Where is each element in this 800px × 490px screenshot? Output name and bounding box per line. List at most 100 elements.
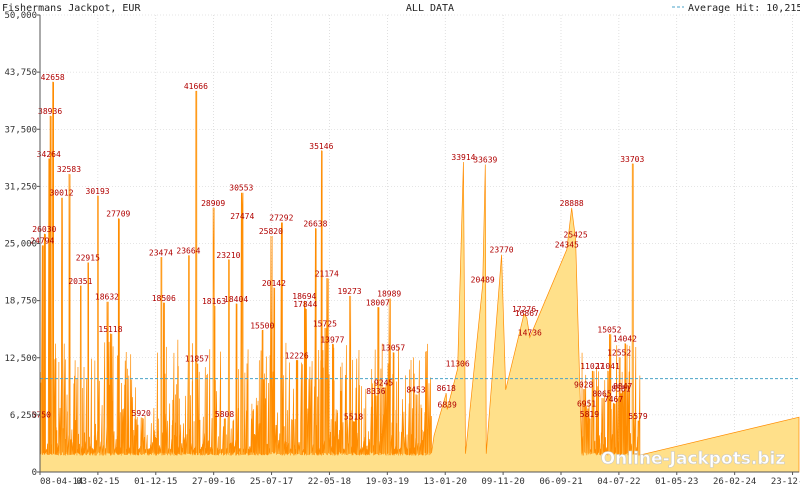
x-tick-label: 25-07-17 — [250, 477, 293, 487]
x-tick-label: 08-04-14 — [40, 477, 83, 487]
x-tick-label: 01-12-15 — [134, 477, 177, 487]
peak-label: 33914 — [451, 153, 475, 162]
y-tick-label: 50,000 — [4, 11, 37, 21]
legend-average-label: Average Hit: 10,215 — [688, 3, 800, 14]
peak-label: 33703 — [620, 155, 644, 164]
peak-label: 12552 — [607, 348, 631, 357]
peak-label: 28909 — [201, 199, 225, 208]
x-tick-label: 27-09-16 — [192, 477, 235, 487]
peak-label: 5750 — [32, 410, 51, 419]
peak-label: 25425 — [564, 231, 588, 240]
peak-label: 17844 — [293, 300, 317, 309]
peak-label: 5579 — [628, 412, 647, 421]
peak-label: 18989 — [377, 289, 401, 298]
peak-label: 15118 — [98, 325, 122, 334]
peak-label: 23664 — [176, 247, 200, 256]
peak-label: 23770 — [490, 246, 514, 255]
peak-label: 30553 — [229, 184, 253, 193]
peak-label: 22915 — [76, 254, 100, 263]
peak-label: 9245 — [374, 379, 393, 388]
peak-label: 33639 — [473, 156, 497, 165]
peak-label: 20489 — [471, 276, 495, 285]
y-tick-labels: 0 6,250 12,500 18,750 25,000 31,250 37,500 43,7… — [4, 11, 40, 478]
peak-label: 21174 — [315, 269, 339, 278]
peak-label: 30012 — [49, 189, 73, 198]
peak-label: 26638 — [303, 220, 327, 229]
x-tick-label: 23-12-24 — [771, 477, 800, 487]
peak-label: 18694 — [292, 292, 316, 301]
y-tick-label: 12,500 — [4, 354, 37, 364]
peak-label: 26030 — [32, 225, 56, 234]
jackpot-area-stroke — [39, 81, 800, 473]
peak-label: 28888 — [560, 199, 584, 208]
peak-label: 12226 — [285, 351, 309, 360]
peak-label: 23210 — [216, 251, 240, 260]
x-tick-label: 19-03-19 — [366, 477, 409, 487]
peak-label: 27474 — [230, 212, 254, 221]
peak-label: 11857 — [185, 355, 209, 364]
watermark: Online-Jackpots.biz — [601, 449, 786, 469]
x-tick-label: 26-02-24 — [713, 477, 756, 487]
peak-label: 5518 — [344, 413, 363, 422]
peak-label: 8453 — [406, 386, 425, 395]
peak-label: 18632 — [95, 293, 119, 302]
peak-label: 20142 — [262, 279, 286, 288]
peak-label: 11306 — [446, 360, 470, 369]
peak-label: 14042 — [613, 335, 637, 344]
peak-label: 15725 — [313, 319, 337, 328]
chart-subtitle: ALL DATA — [406, 3, 454, 14]
peak-label: 13977 — [320, 335, 344, 344]
y-tick-label: 25,000 — [4, 240, 37, 250]
peak-label: 15500 — [250, 321, 274, 330]
peak-label: 34264 — [37, 150, 61, 159]
peak-label: 23474 — [149, 248, 173, 257]
peak-label: 42658 — [41, 73, 65, 82]
peak-label: 30193 — [86, 187, 110, 196]
peak-label: 41666 — [184, 82, 208, 91]
y-tick-label: 43,750 — [4, 68, 37, 78]
peak-label: 14736 — [518, 328, 542, 337]
peak-label: 8618 — [437, 384, 456, 393]
peak-label: 18007 — [366, 298, 390, 307]
y-tick-label: 6,250 — [10, 411, 37, 421]
peak-label: 5920 — [132, 409, 151, 418]
peak-label: 16867 — [515, 309, 539, 318]
y-tick-label: 31,250 — [4, 182, 37, 192]
peak-label: 8336 — [366, 387, 385, 396]
peak-label: 13057 — [381, 344, 405, 353]
x-tick-label: 01-05-23 — [655, 477, 698, 487]
peak-label: 18506 — [152, 294, 176, 303]
peak-label: 11027 — [580, 362, 604, 371]
peak-label: 20351 — [68, 277, 92, 286]
peak-label: 8581 — [611, 385, 630, 394]
x-tick-label: 22-05-18 — [308, 477, 351, 487]
peak-label: 27292 — [269, 214, 293, 223]
peak-label: 9028 — [574, 380, 593, 389]
x-tick-label: 06-09-21 — [539, 477, 582, 487]
peak-label: 7467 — [604, 395, 623, 404]
peak-label: 18163 — [202, 297, 226, 306]
jackpot-area — [39, 81, 800, 473]
peak-label: 19273 — [338, 287, 362, 296]
y-tick-label: 37,500 — [4, 125, 37, 135]
x-tick-label: 09-11-20 — [481, 477, 524, 487]
peak-label: 5819 — [580, 410, 599, 419]
peak-label: 5808 — [215, 410, 234, 419]
peak-label: 8065 — [592, 389, 611, 398]
y-tick-label: 18,750 — [4, 297, 37, 307]
x-tick-label: 03-02-15 — [76, 477, 119, 487]
peak-label: 25820 — [259, 227, 283, 236]
peak-label: 18404 — [224, 295, 248, 304]
x-tick-label: 04-07-22 — [597, 477, 640, 487]
peak-label: 27709 — [106, 210, 130, 219]
peak-label: 6951 — [577, 399, 596, 408]
peak-label: 32583 — [57, 165, 81, 174]
peak-label: 24794 — [30, 236, 54, 245]
peak-labels: 42658 38936 34264 32583 30012 30193 41666 30553… — [30, 73, 648, 421]
peak-label: 17276 — [512, 305, 536, 314]
x-tick-label: 13-01-20 — [424, 477, 467, 487]
chart-title: Fishermans Jackpot, EUR — [2, 3, 141, 14]
peak-label: 15052 — [597, 325, 621, 334]
